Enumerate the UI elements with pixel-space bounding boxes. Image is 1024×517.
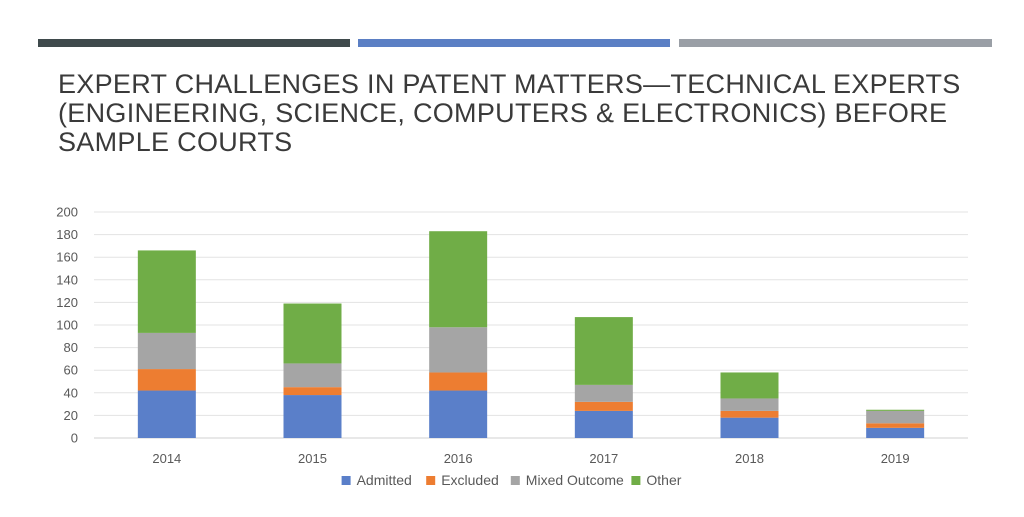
x-axis: 2014 2015 2016 2017 2018 2019: [152, 451, 909, 466]
bar-segment: [429, 390, 488, 438]
bar-segment: [574, 401, 633, 411]
legend-label: Excluded: [441, 472, 499, 488]
bar-segment: [720, 398, 779, 411]
y-tick-label: 120: [56, 295, 78, 310]
stacked-bar-chart: 0 20 40 60 80 100 120 140 160 180 200 2014 2015 2016…: [56, 205, 968, 488]
legend-swatch: [341, 476, 351, 485]
bar-segment: [137, 250, 196, 333]
bar-segment: [283, 363, 342, 388]
y-tick-label: 40: [64, 385, 78, 400]
x-tick-label: 2018: [735, 451, 764, 466]
y-tick-label: 100: [56, 318, 78, 333]
legend-swatch: [631, 476, 641, 485]
bar-segment: [429, 231, 488, 328]
accent-bar-gray: [679, 39, 992, 47]
legend-label: Other: [646, 472, 681, 488]
gridlines: [94, 211, 968, 439]
bar-segment: [137, 390, 196, 438]
bar-segment: [866, 423, 925, 428]
bar-segment: [574, 410, 633, 438]
bar-segment: [283, 395, 342, 438]
y-axis: 0 20 40 60 80 100 120 140 160 180 200: [56, 205, 78, 446]
bar-segment: [137, 332, 196, 370]
bar-segment: [720, 410, 779, 418]
x-tick-label: 2014: [152, 451, 181, 466]
slide-title: EXPERT CHALLENGES IN PATENT MATTERS—TECH…: [58, 69, 961, 157]
y-tick-label: 20: [64, 408, 78, 423]
legend-swatch: [510, 476, 520, 485]
bar-segment: [429, 372, 488, 391]
y-tick-label: 160: [56, 250, 78, 265]
bar-segment: [866, 427, 925, 438]
accent-bar-dark: [38, 39, 350, 47]
bar-segment: [137, 369, 196, 391]
bars: [137, 231, 925, 438]
legend: Admitted Excluded Mixed Outcome Other: [341, 472, 682, 488]
y-tick-label: 180: [56, 227, 78, 242]
y-tick-label: 60: [64, 363, 78, 378]
bar-segment: [574, 384, 633, 402]
bar-segment: [283, 387, 342, 396]
y-tick-label: 200: [56, 205, 78, 220]
bar-segment: [429, 327, 488, 373]
bar-segment: [866, 410, 925, 424]
x-tick-label: 2016: [444, 451, 473, 466]
bar-segment: [283, 303, 342, 364]
x-tick-label: 2015: [298, 451, 327, 466]
accent-bars: [38, 39, 992, 47]
y-tick-label: 80: [64, 340, 78, 355]
bar-segment: [574, 317, 633, 385]
bar-segment: [720, 372, 779, 399]
y-tick-label: 0: [71, 431, 78, 446]
legend-swatch: [426, 476, 436, 485]
x-tick-label: 2017: [589, 451, 618, 466]
y-tick-label: 140: [56, 272, 78, 287]
accent-bar-blue: [358, 39, 670, 47]
bar-segment: [720, 417, 779, 438]
x-tick-label: 2019: [881, 451, 910, 466]
legend-label: Admitted: [357, 472, 412, 488]
legend-label: Mixed Outcome: [526, 472, 624, 488]
bar-segment: [866, 409, 925, 411]
